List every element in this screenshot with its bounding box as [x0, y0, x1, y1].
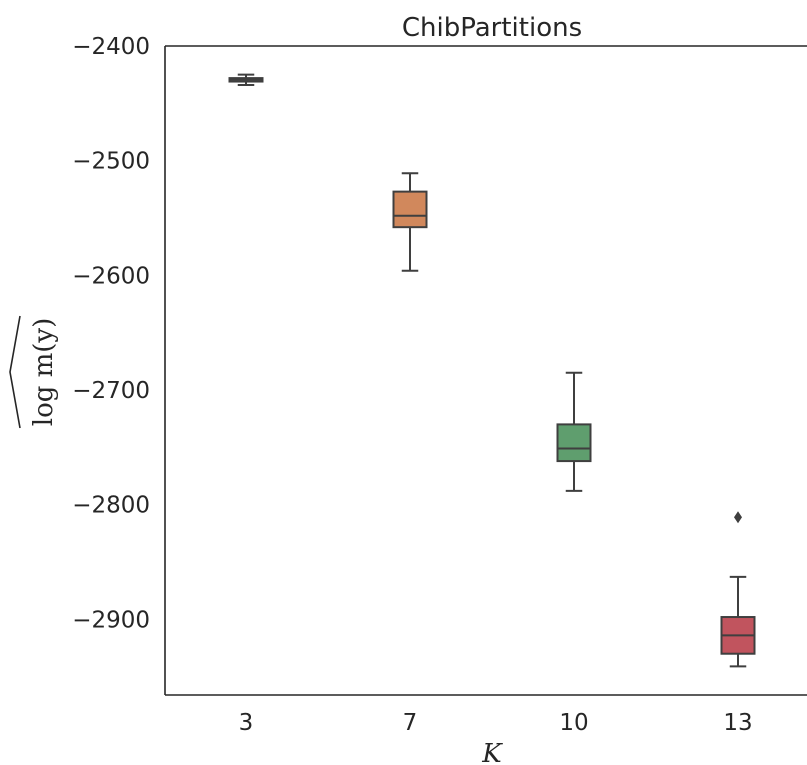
box-13 — [720, 511, 756, 668]
y-tick-label: −2900 — [72, 607, 150, 633]
x-tick-label: 10 — [559, 710, 588, 736]
outlier-point — [734, 511, 742, 524]
box-10 — [556, 371, 592, 492]
x-tick-label: 7 — [403, 710, 418, 736]
boxes-group — [228, 73, 756, 668]
box-7 — [392, 172, 428, 272]
box-3 — [228, 73, 264, 86]
box-iqr — [556, 423, 592, 463]
box-iqr — [392, 190, 428, 229]
x-axis-label: K — [481, 739, 503, 765]
y-axis-label-hat — [9, 315, 21, 429]
x-tick-label: 3 — [239, 710, 254, 736]
chart-title: ChibPartitions — [402, 13, 582, 43]
y-tick-label: −2500 — [72, 149, 150, 175]
y-tick-label: −2400 — [72, 34, 150, 60]
y-tick-label: −2700 — [72, 378, 150, 404]
y-tick-label: −2800 — [72, 493, 150, 519]
y-axis-label-group: log m(y) — [9, 315, 59, 429]
x-tick-label: 13 — [723, 710, 752, 736]
y-tick-label: −2600 — [72, 263, 150, 289]
y-axis-label: log m(y) — [29, 318, 59, 427]
x-axis: 3 7 10 13 — [239, 710, 753, 736]
y-axis: −2400 −2500 −2600 −2700 −2800 −2900 — [72, 34, 150, 633]
